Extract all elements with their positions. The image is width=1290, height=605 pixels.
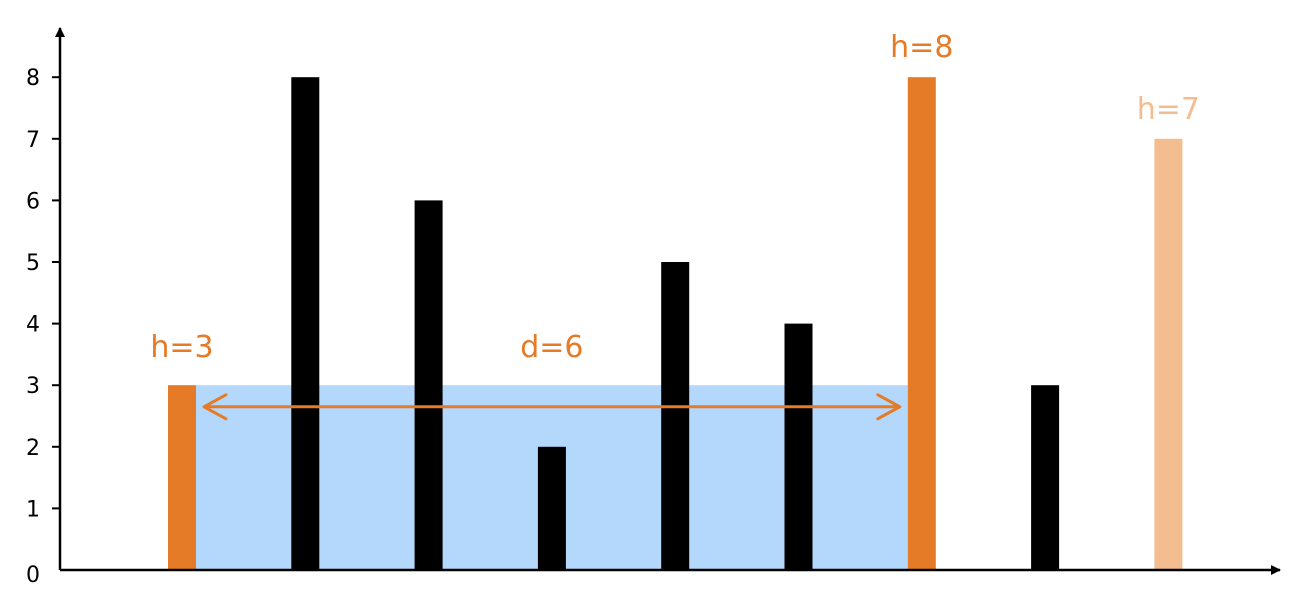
y-tick-label: 8 <box>26 66 40 91</box>
y-tick-label: 0 <box>26 563 40 588</box>
bar-2 <box>291 77 320 570</box>
y-tick-label: 4 <box>26 313 40 338</box>
y-tick-label: 2 <box>26 436 40 461</box>
y-tick-label: 6 <box>26 189 40 214</box>
bars-layer <box>168 77 1183 571</box>
bar-4 <box>537 446 566 570</box>
y-tick-label: 3 <box>26 374 40 399</box>
bar-5 <box>661 262 690 570</box>
bar-6 <box>784 323 813 570</box>
distance-label: d=6 <box>520 330 583 365</box>
faded-height-label: h=7 <box>1137 92 1200 127</box>
axes-layer <box>55 27 1281 575</box>
bar-3 <box>414 200 443 570</box>
bar-8 <box>1031 385 1060 570</box>
distance-arrow-right-head <box>876 393 902 421</box>
right-height-label: h=8 <box>890 30 953 65</box>
highlighted-bar-1 <box>168 385 196 570</box>
y-tick-label: 7 <box>26 128 40 153</box>
left-height-label: h=3 <box>150 330 213 365</box>
distance-arrow-layer <box>202 393 902 421</box>
faded-bar-9 <box>1154 138 1183 571</box>
y-tick-label: 1 <box>26 497 40 522</box>
highlighted-bar-7 <box>907 77 936 570</box>
y-tick-label: 5 <box>26 251 40 276</box>
y-ticks-layer: 0 1 2 3 4 5 6 7 8 <box>26 66 60 588</box>
distance-arrow-left-head <box>202 393 228 421</box>
